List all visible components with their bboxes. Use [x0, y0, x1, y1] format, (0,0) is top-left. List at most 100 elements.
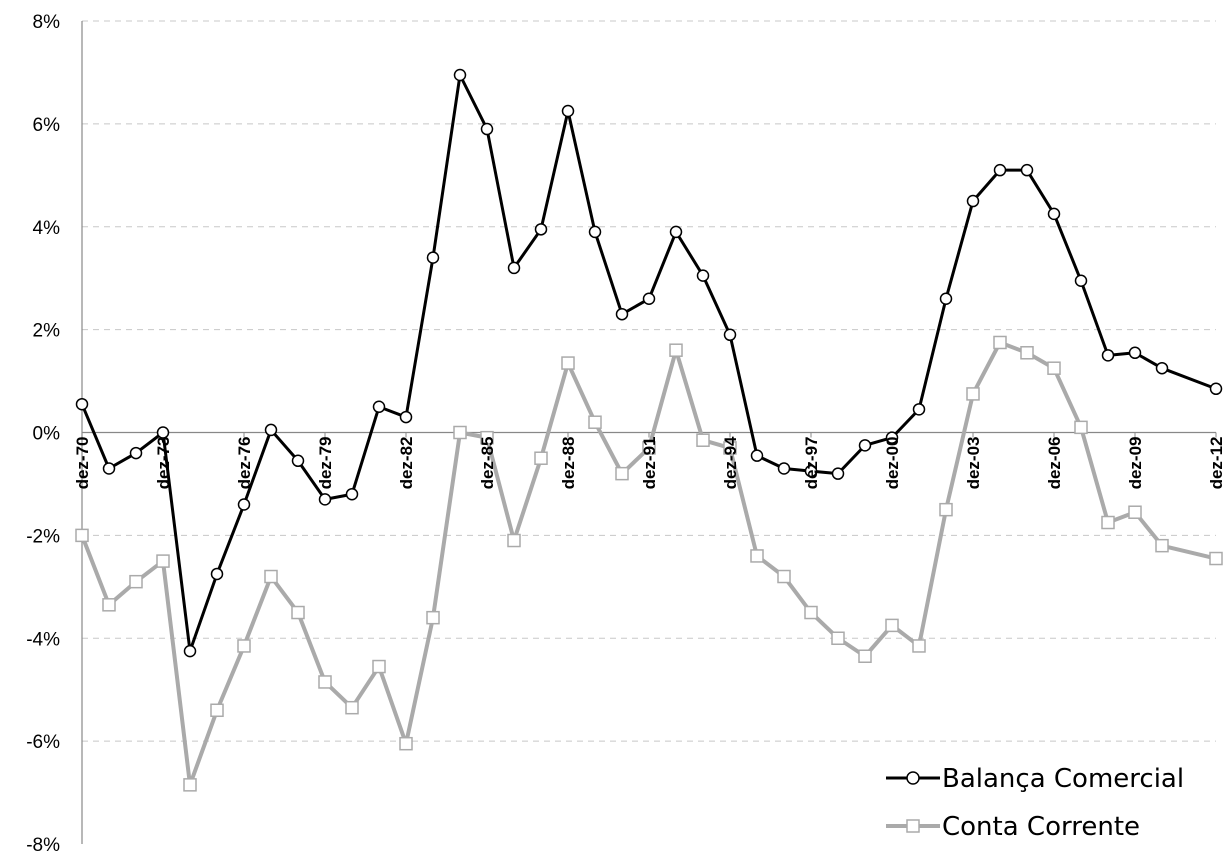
- x-tick-label: dez-91: [640, 437, 659, 490]
- data-point-conta: [129, 574, 143, 589]
- series-line-conta-corrente: [80, 340, 1217, 787]
- data-point-conta: [696, 433, 710, 447]
- axes: [81, 21, 1217, 844]
- data-point-conta: [588, 415, 602, 429]
- data-point-balanca: [75, 397, 89, 411]
- y-tick-labels: -8% -6% -4% -2% 0% 2% 4% 6% 8%: [26, 12, 60, 854]
- data-point-conta: [75, 528, 89, 543]
- legend-entry-conta: Conta Corrente: [886, 812, 1140, 842]
- data-point-conta: [534, 451, 548, 465]
- data-point-balanca: [966, 194, 980, 208]
- data-point-conta: [750, 549, 764, 563]
- data-point-conta: [1128, 505, 1142, 519]
- data-point-conta: [291, 605, 305, 620]
- data-point-balanca: [912, 403, 926, 416]
- data-point-balanca: [723, 328, 737, 342]
- data-point-balanca: [1047, 207, 1061, 221]
- data-point-balanca: [642, 292, 656, 306]
- data-point-conta: [237, 639, 251, 653]
- data-point-balanca: [831, 467, 845, 480]
- data-point-conta: [777, 569, 791, 584]
- data-point-conta: [1101, 515, 1115, 530]
- x-tick-label: dez-03: [964, 437, 983, 490]
- x-tick-label: dez-76: [235, 437, 254, 490]
- data-point-balanca: [372, 400, 386, 414]
- data-point-balanca: [345, 487, 359, 501]
- data-point-balanca: [156, 426, 170, 439]
- data-point-balanca: [615, 307, 629, 321]
- data-point-conta: [183, 778, 197, 792]
- data-point-conta: [507, 533, 521, 548]
- data-point-conta: [1155, 538, 1169, 553]
- data-point-conta: [102, 598, 116, 612]
- data-point-balanca: [291, 454, 305, 468]
- data-point-conta: [858, 649, 872, 664]
- data-point-balanca: [858, 439, 872, 452]
- y-tick-label: 6%: [33, 115, 61, 136]
- y-tick-label: 8%: [33, 12, 61, 33]
- data-point-balanca: [1101, 349, 1115, 362]
- data-point-balanca: [750, 449, 764, 462]
- data-point-conta: [885, 618, 899, 633]
- data-point-conta: [804, 605, 818, 620]
- x-tick-label: dez-09: [1126, 437, 1145, 490]
- data-point-balanca: [507, 261, 521, 275]
- data-point-conta: [669, 343, 683, 357]
- legend-label-conta: Conta Corrente: [942, 812, 1140, 842]
- data-point-balanca: [183, 644, 197, 658]
- data-point-conta: [156, 554, 170, 568]
- y-tick-label: -2%: [26, 526, 60, 547]
- gridlines: [82, 20, 1216, 742]
- data-point-balanca: [993, 163, 1007, 177]
- data-point-conta: [615, 466, 629, 481]
- data-point-balanca: [129, 446, 143, 460]
- data-point-conta: [561, 356, 575, 370]
- x-tick-label: dez-94: [721, 436, 740, 489]
- data-point-conta: [993, 335, 1007, 350]
- data-point-balanca: [669, 225, 683, 239]
- data-point-conta: [426, 610, 440, 625]
- data-point-balanca: [237, 498, 251, 511]
- data-point-conta: [210, 703, 224, 718]
- data-point-balanca: [102, 462, 116, 475]
- data-point-conta: [831, 631, 845, 645]
- data-point-balanca: [1074, 274, 1088, 288]
- data-point-balanca: [1209, 382, 1223, 396]
- x-tick-label: dez-88: [559, 437, 578, 490]
- data-point-conta: [372, 659, 386, 674]
- data-point-conta: [1074, 420, 1088, 435]
- data-point-balanca: [561, 104, 575, 118]
- data-point-balanca: [588, 225, 602, 239]
- x-tick-label: dez-00: [883, 437, 902, 490]
- y-tick-label: -4%: [26, 629, 60, 650]
- data-point-conta: [480, 430, 494, 445]
- x-tick-label: dez-12: [1207, 437, 1226, 490]
- y-tick-label: -6%: [26, 732, 60, 753]
- data-point-balanca: [264, 423, 278, 437]
- legend: Balança Comercial Conta Corrente: [886, 764, 1184, 842]
- data-point-balanca: [480, 122, 494, 136]
- data-point-conta: [642, 441, 656, 455]
- data-point-conta: [1047, 361, 1061, 375]
- data-point-balanca: [1128, 346, 1142, 360]
- data-point-balanca: [1155, 361, 1169, 375]
- data-point-balanca: [696, 269, 710, 282]
- data-point-balanca: [453, 68, 467, 82]
- legend-entry-balanca: Balança Comercial: [886, 764, 1184, 794]
- data-point-balanca: [1020, 163, 1034, 177]
- x-tick-label: dez-85: [478, 437, 497, 490]
- data-point-conta: [399, 736, 413, 751]
- y-tick-label: -8%: [26, 835, 60, 854]
- x-tick-labels: dez-70 dez-73 dez-76 dez-79 dez-82 dez-85 dez-…: [73, 436, 1226, 489]
- y-tick-label: 4%: [33, 218, 61, 239]
- x-tick-label: dez-97: [802, 437, 821, 490]
- y-tick-label: 0%: [33, 424, 61, 445]
- data-point-balanca: [939, 292, 953, 306]
- data-point-balanca: [777, 462, 791, 475]
- data-point-conta: [453, 425, 467, 440]
- data-point-conta: [966, 387, 980, 401]
- data-point-balanca: [804, 464, 818, 478]
- data-point-conta: [723, 441, 737, 455]
- legend-label-balanca: Balança Comercial: [942, 764, 1184, 794]
